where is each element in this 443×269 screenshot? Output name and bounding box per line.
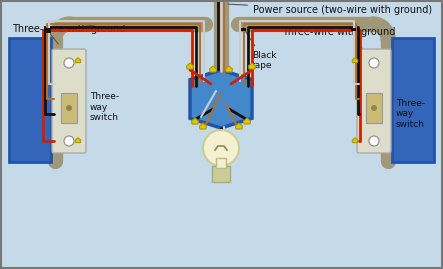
Text: Black
tape: Black tape [355, 31, 386, 89]
Polygon shape [366, 93, 382, 123]
Polygon shape [236, 123, 242, 129]
Text: Power source (two-wire with ground): Power source (two-wire with ground) [228, 4, 432, 15]
Circle shape [203, 130, 239, 166]
Circle shape [64, 58, 74, 68]
Polygon shape [191, 118, 198, 124]
Bar [47, 27, 51, 30]
FancyBboxPatch shape [392, 38, 434, 162]
FancyBboxPatch shape [52, 49, 86, 153]
Circle shape [64, 136, 74, 146]
Bar [241, 27, 246, 30]
Polygon shape [210, 66, 217, 72]
Circle shape [66, 105, 72, 111]
Circle shape [369, 58, 379, 68]
Polygon shape [352, 58, 358, 63]
Bar [212, 166, 230, 182]
Circle shape [369, 136, 379, 146]
Polygon shape [75, 138, 81, 143]
Bar [351, 27, 357, 30]
Polygon shape [75, 58, 81, 63]
Polygon shape [244, 118, 250, 124]
Bar [47, 31, 51, 33]
Polygon shape [352, 138, 358, 143]
Polygon shape [249, 63, 256, 69]
Polygon shape [225, 66, 233, 72]
Text: Three-
way
switch: Three- way switch [381, 99, 425, 129]
Text: Black
tape: Black tape [49, 32, 82, 68]
FancyBboxPatch shape [9, 38, 51, 162]
Circle shape [371, 105, 377, 111]
FancyBboxPatch shape [357, 49, 391, 153]
Polygon shape [190, 70, 252, 128]
Text: Three-wire with ground: Three-wire with ground [282, 24, 395, 37]
Text: Three-
way
switch: Three- way switch [79, 92, 119, 122]
Polygon shape [199, 123, 206, 129]
Text: Black
tape: Black tape [245, 31, 276, 70]
Text: Three-wire with ground: Three-wire with ground [12, 24, 125, 34]
Polygon shape [61, 93, 77, 123]
Polygon shape [187, 63, 194, 69]
Bar [216, 158, 226, 168]
